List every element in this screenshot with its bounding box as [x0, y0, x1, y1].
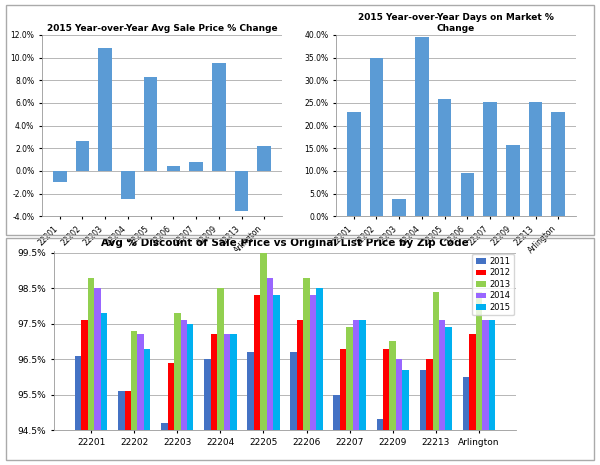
- Bar: [101, 313, 107, 465]
- Bar: [121, 171, 135, 199]
- Bar: [476, 292, 482, 465]
- Bar: [247, 352, 254, 465]
- Bar: [392, 199, 406, 216]
- Bar: [304, 278, 310, 465]
- Bar: [359, 320, 366, 465]
- Bar: [346, 327, 353, 465]
- Bar: [439, 320, 445, 465]
- Bar: [118, 391, 125, 465]
- Bar: [98, 48, 112, 171]
- Bar: [483, 102, 497, 216]
- Bar: [211, 334, 217, 465]
- Bar: [167, 166, 180, 171]
- Bar: [174, 313, 181, 465]
- Bar: [529, 102, 542, 216]
- Bar: [396, 359, 403, 465]
- Bar: [144, 349, 151, 465]
- Bar: [75, 356, 82, 465]
- Bar: [297, 320, 304, 465]
- Bar: [482, 320, 488, 465]
- Bar: [461, 173, 474, 216]
- Bar: [260, 253, 266, 465]
- Bar: [161, 423, 167, 465]
- Bar: [137, 334, 144, 465]
- Bar: [94, 288, 101, 465]
- Bar: [131, 331, 137, 465]
- Bar: [257, 146, 271, 171]
- Bar: [403, 370, 409, 465]
- Bar: [389, 341, 396, 465]
- Bar: [167, 363, 174, 465]
- Bar: [316, 288, 323, 465]
- Bar: [463, 377, 469, 465]
- Bar: [310, 295, 316, 465]
- Bar: [370, 59, 383, 216]
- Bar: [347, 112, 361, 216]
- Bar: [230, 334, 236, 465]
- Bar: [506, 146, 520, 216]
- Bar: [438, 99, 451, 216]
- Bar: [273, 295, 280, 465]
- Bar: [334, 395, 340, 465]
- Bar: [76, 141, 89, 171]
- Bar: [181, 320, 187, 465]
- Bar: [204, 359, 211, 465]
- Bar: [187, 324, 193, 465]
- Bar: [445, 327, 452, 465]
- Bar: [469, 334, 476, 465]
- Title: 2015 Year-over-Year Days on Market %
Change: 2015 Year-over-Year Days on Market % Cha…: [358, 13, 554, 33]
- Bar: [290, 352, 297, 465]
- Bar: [189, 162, 203, 171]
- Bar: [419, 370, 426, 465]
- Legend: 2011, 2012, 2013, 2014, 2015: 2011, 2012, 2013, 2014, 2015: [472, 253, 514, 315]
- Bar: [235, 171, 248, 211]
- Bar: [383, 349, 389, 465]
- Bar: [88, 278, 94, 465]
- Bar: [377, 419, 383, 465]
- Bar: [266, 278, 273, 465]
- Bar: [212, 63, 226, 171]
- Bar: [433, 292, 439, 465]
- Bar: [340, 349, 346, 465]
- Title: 2015 Year-over-Year Avg Sale Price % Change: 2015 Year-over-Year Avg Sale Price % Cha…: [47, 24, 277, 33]
- Title: Avg % Discount of Sale Price vs Original List Price by Zip Code: Avg % Discount of Sale Price vs Original…: [101, 238, 469, 247]
- Bar: [551, 112, 565, 216]
- Bar: [254, 295, 260, 465]
- Bar: [415, 37, 429, 216]
- Bar: [217, 288, 224, 465]
- Bar: [53, 171, 67, 182]
- Bar: [125, 391, 131, 465]
- Bar: [144, 77, 157, 171]
- Bar: [488, 320, 495, 465]
- Bar: [426, 359, 433, 465]
- Bar: [353, 320, 359, 465]
- Bar: [82, 320, 88, 465]
- Bar: [224, 334, 230, 465]
